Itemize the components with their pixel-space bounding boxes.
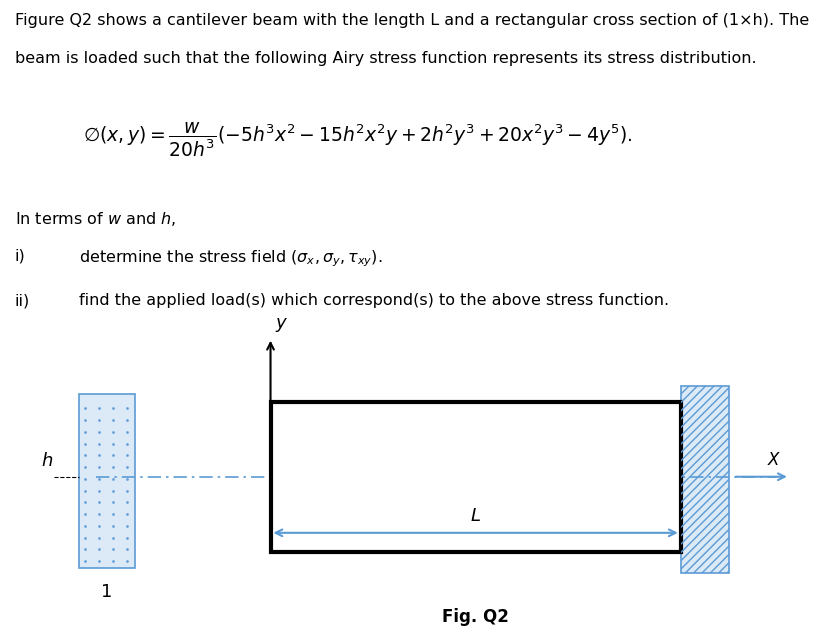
Bar bbox=[680, 386, 728, 573]
Text: determine the stress field $(\sigma_x, \sigma_y, \tau_{xy})$.: determine the stress field $(\sigma_x, \… bbox=[79, 248, 382, 269]
Text: h: h bbox=[41, 452, 52, 470]
Text: y: y bbox=[276, 315, 286, 333]
Text: $\varnothing(x, y) = \dfrac{w}{20h^3}(-5h^3x^2 - 15h^2x^2y + 2h^2y^3 + 20x^2y^3 : $\varnothing(x, y) = \dfrac{w}{20h^3}(-5… bbox=[83, 121, 631, 159]
Text: L: L bbox=[470, 507, 480, 525]
Text: Figure Q2 shows a cantilever beam with the length L and a rectangular cross sect: Figure Q2 shows a cantilever beam with t… bbox=[15, 13, 808, 28]
Text: i): i) bbox=[15, 248, 26, 264]
Bar bbox=[79, 394, 135, 568]
Bar bbox=[270, 402, 680, 552]
Bar bbox=[680, 386, 728, 573]
Text: 1: 1 bbox=[101, 582, 113, 601]
Text: Fig. Q2: Fig. Q2 bbox=[441, 608, 508, 626]
Text: In terms of $w$ and $h$,: In terms of $w$ and $h$, bbox=[15, 210, 176, 228]
Text: beam is loaded such that the following Airy stress function represents its stres: beam is loaded such that the following A… bbox=[15, 51, 756, 66]
Text: ii): ii) bbox=[15, 293, 30, 308]
Text: X: X bbox=[767, 451, 778, 469]
Text: find the applied load(s) which correspond(s) to the above stress function.: find the applied load(s) which correspon… bbox=[79, 293, 668, 308]
